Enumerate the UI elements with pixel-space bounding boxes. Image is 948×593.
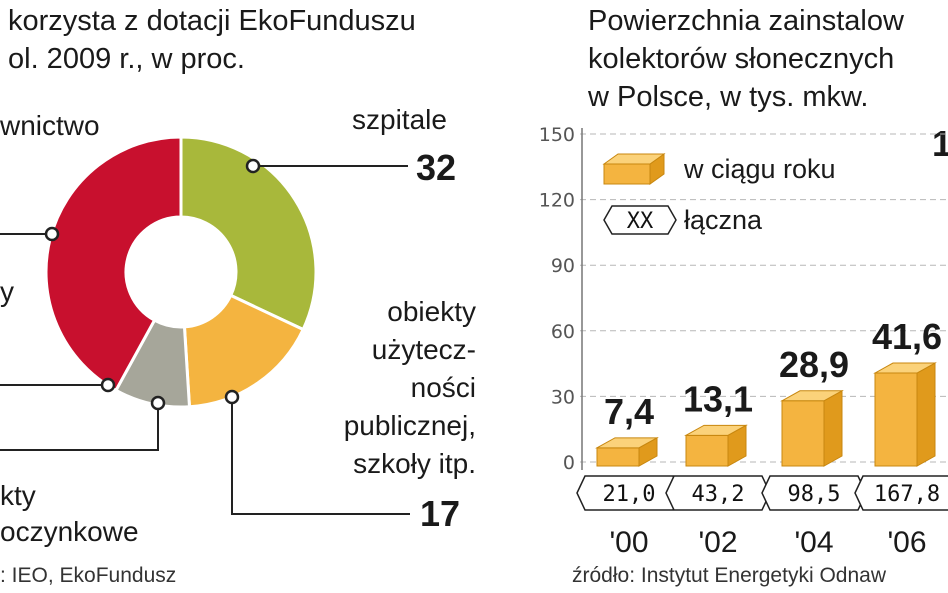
bar-annual-3 — [873, 362, 937, 467]
bar-value-label-3: 41,6 — [872, 316, 942, 357]
legend-annual-label: w ciągu roku — [683, 154, 836, 184]
left-title-line1: korzysta z dotacji EkoFunduszu — [8, 5, 416, 37]
leader-dot-wypoczynkowe — [150, 395, 166, 411]
donut-slice-3 — [44, 135, 183, 393]
legend-cumulative-label: łączna — [684, 205, 763, 235]
left-source: : IEO, EkoFundusz — [0, 564, 177, 587]
bar-annual-2 — [780, 389, 844, 467]
x-tick-3: '06 — [887, 526, 926, 559]
label-szpitale: szpitale — [352, 104, 447, 135]
value-szpitale: 32 — [416, 147, 457, 188]
x-tick-1: '02 — [698, 526, 737, 559]
leader-dot-obiekty — [224, 389, 240, 405]
bar-chart-grid: 0 30 60 90 120 150 — [539, 124, 948, 474]
cumulative-value-2: 98,5 — [788, 482, 841, 507]
bar-value-label-0: 7,4 — [604, 391, 654, 432]
legend-cumulative-swatch — [603, 205, 677, 235]
y-tick-30: 30 — [551, 386, 575, 408]
donut-leader-lines — [0, 158, 410, 515]
label-obiekty-1: obiekty — [387, 296, 476, 327]
right-title-line3: w Polsce, w tys. mkw. — [588, 81, 869, 113]
label-obiekty-3: ności — [410, 372, 476, 403]
label-bottom-1: kty — [0, 480, 36, 511]
label-obiekty-2: użytecz- — [371, 334, 476, 365]
cumulative-value-1: 43,2 — [692, 482, 745, 507]
leader-dot-lower — [100, 377, 116, 393]
donut-slice-0 — [179, 135, 318, 332]
y-tick-0: 0 — [563, 452, 575, 474]
leader-dot-szpitale — [245, 158, 261, 174]
leader-obiekty — [231, 397, 410, 515]
legend-cumulative-box-text: XX — [627, 209, 654, 234]
donut-chart — [44, 135, 318, 409]
label-obiekty-4: publicznej, — [343, 410, 476, 441]
y-tick-150: 150 — [539, 124, 575, 146]
value-obiekty: 17 — [420, 493, 461, 534]
donut-slice-1 — [182, 293, 306, 409]
y-tick-120: 120 — [539, 190, 575, 212]
label-obiekty-5: szkoły itp. — [353, 448, 476, 479]
leader-wypoczynkowe — [0, 403, 159, 451]
right-title-line1: Powierzchnia zainstalow — [588, 5, 904, 37]
bar-annual-0 — [595, 436, 659, 467]
leader-dot-budownictwo — [44, 226, 60, 242]
left-title-line2: ol. 2009 r., w proc. — [8, 43, 245, 75]
right-source: źródło: Instytut Energetyki Odnaw — [572, 564, 886, 587]
bar-annual-1 — [684, 424, 748, 467]
cumulative-value-0: 21,0 — [603, 482, 656, 507]
cumulative-value-3: 167,8 — [874, 482, 940, 507]
x-tick-2: '04 — [794, 526, 833, 559]
label-budownictwo: wnictwo — [0, 110, 100, 141]
bar-value-label-1: 13,1 — [683, 378, 753, 419]
x-tick-0: '00 — [609, 526, 648, 559]
label-bottom-2: oczynkowe — [0, 516, 139, 547]
bar-chart-bars: 7,4 21,0 '00 13,1 43,2 '02 28,9 98,5 '04 41,6 167,… — [576, 316, 948, 559]
y-tick-90: 90 — [551, 255, 575, 277]
y-tick-60: 60 — [551, 321, 575, 343]
cumulative-hex-3 — [854, 475, 948, 511]
right-title-line2: kolektorów słonecznych — [588, 43, 895, 75]
legend-annual-swatch — [602, 153, 666, 185]
bar-chart-legend: w ciągu roku XX łączna — [602, 153, 836, 235]
label-cut-y: y — [0, 276, 14, 307]
bar-value-label-2: 28,9 — [779, 344, 849, 385]
